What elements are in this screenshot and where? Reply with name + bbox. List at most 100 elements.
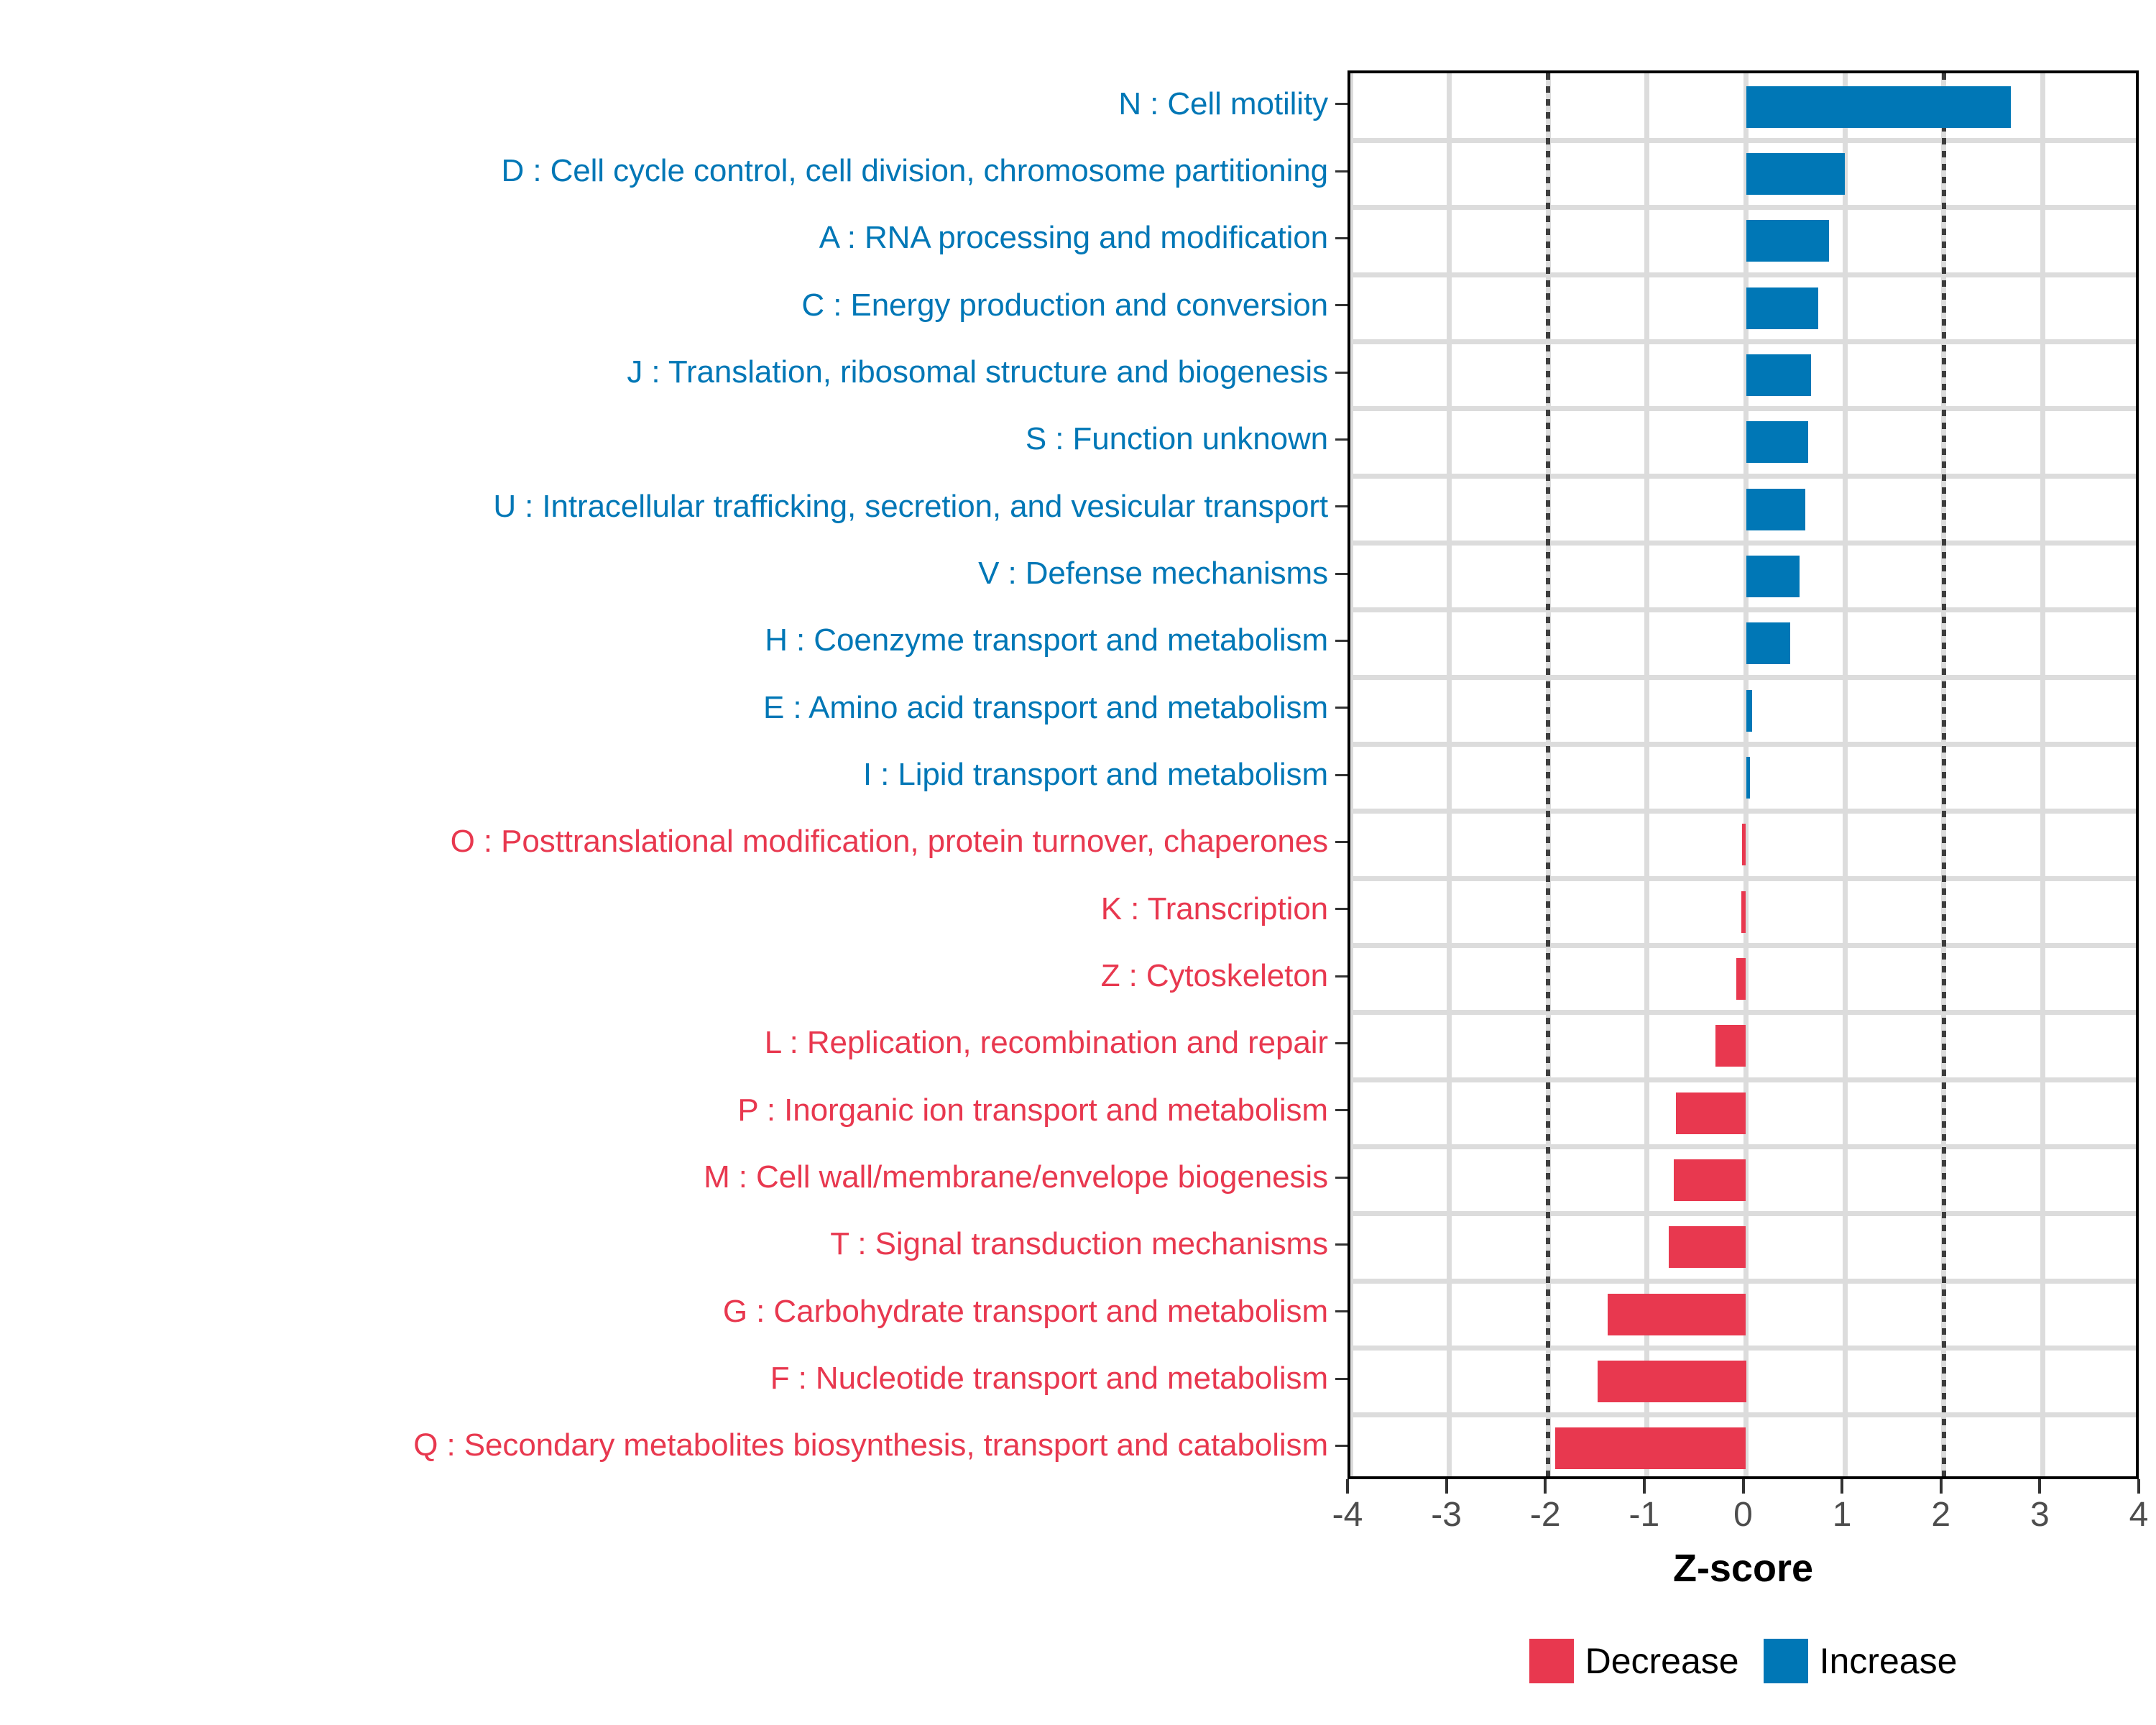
y-axis-category-label: Q : Secondary metabolites biosynthesis, … [413, 1427, 1328, 1463]
y-axis-tick [1335, 572, 1348, 575]
y-axis-label-row: O : Posttranslational modification, prot… [0, 809, 1335, 875]
y-axis-category-label: D : Cell cycle control, cell division, c… [501, 152, 1329, 188]
x-axis-tick [1445, 1479, 1448, 1494]
horizontal-gridline [1350, 1345, 2136, 1351]
y-axis-category-label: M : Cell wall/membrane/envelope biogenes… [704, 1159, 1328, 1195]
y-axis-category-label: J : Translation, ribosomal structure and… [627, 354, 1328, 390]
x-axis-tick [2038, 1479, 2042, 1494]
plot-panel [1348, 70, 2139, 1479]
y-axis-label-row: P : Inorganic ion transport and metaboli… [0, 1077, 1335, 1144]
y-axis-category-label: Z : Cytoskeleton [1100, 957, 1328, 993]
y-axis-label-row: Q : Secondary metabolites biosynthesis, … [0, 1412, 1335, 1479]
x-axis-title: Z-score [1672, 1547, 1814, 1590]
x-axis-tick-label: 2 [1931, 1496, 1951, 1534]
bar [1746, 153, 1846, 195]
y-axis-category-label: T : Signal transduction mechanisms [830, 1226, 1328, 1262]
y-axis-tick [1335, 840, 1348, 843]
x-axis-tick-label: -3 [1431, 1496, 1462, 1534]
y-axis-tick [1335, 975, 1348, 978]
horizontal-gridline [1350, 1211, 2136, 1217]
bar [1746, 287, 1818, 329]
y-axis-category-label: C : Energy production and conversion [801, 287, 1328, 323]
y-axis-category-label: L : Replication, recombination and repai… [764, 1025, 1328, 1061]
horizontal-gridline [1350, 674, 2136, 680]
horizontal-gridline [1350, 1077, 2136, 1082]
y-axis-tick [1335, 505, 1348, 508]
y-axis-tick [1335, 1310, 1348, 1313]
x-axis-tick [1346, 1479, 1349, 1494]
legend-entry[interactable]: Increase [1763, 1639, 1958, 1683]
y-axis-tick [1335, 438, 1348, 441]
horizontal-gridline [1350, 741, 2136, 747]
threshold-line [1546, 73, 1551, 1476]
y-axis-tick [1335, 236, 1348, 239]
y-axis-label-row: D : Cell cycle control, cell division, c… [0, 137, 1335, 204]
y-axis-tick [1335, 304, 1348, 307]
horizontal-gridline [1350, 942, 2136, 948]
bar [1746, 757, 1750, 799]
y-axis-tick [1335, 773, 1348, 776]
legend-color-swatch [1763, 1639, 1808, 1683]
y-axis-category-label: P : Inorganic ion transport and metaboli… [737, 1092, 1328, 1128]
y-axis-category-label: I : Lipid transport and metabolism [862, 756, 1328, 792]
horizontal-gridline [1350, 540, 2136, 546]
vertical-gridline [1644, 73, 1650, 1476]
horizontal-gridline [1350, 406, 2136, 412]
threshold-line [1941, 73, 1946, 1476]
x-axis-tick-label: 1 [1832, 1496, 1852, 1534]
legend-color-swatch [1529, 1639, 1574, 1683]
plot-panel-inner [1350, 73, 2136, 1476]
horizontal-gridline [1350, 1278, 2136, 1284]
bar [1746, 622, 1791, 665]
x-axis-tick [1642, 1479, 1646, 1494]
chart-legend: Decrease Increase [1348, 1639, 2139, 1683]
y-axis-category-label: U : Intracellular trafficking, secretion… [493, 488, 1328, 524]
x-axis-tick-label: -2 [1529, 1496, 1561, 1534]
y-axis-label-row: V : Defense mechanisms [0, 540, 1335, 607]
y-axis-tick [1335, 1377, 1348, 1380]
x-axis: -4 -3 -2 -1 0 1 2 3 4 [1332, 1479, 2148, 1565]
y-axis-category-label: H : Coenzyme transport and metabolism [765, 622, 1328, 658]
y-axis-label-row: G : Carbohydrate transport and metabolis… [0, 1278, 1335, 1345]
bar [1736, 958, 1746, 1000]
x-axis-tick [1841, 1479, 1844, 1494]
horizontal-gridline [1350, 339, 2136, 344]
bar [1741, 824, 1746, 866]
bar [1669, 1226, 1746, 1269]
x-axis-tick-label: 0 [1733, 1496, 1753, 1534]
legend-label: Decrease [1585, 1641, 1739, 1681]
y-axis-label-row: Z : Cytoskeleton [0, 942, 1335, 1009]
vertical-gridline [1350, 73, 1353, 1476]
legend-entry[interactable]: Decrease [1529, 1639, 1739, 1683]
bar [1746, 220, 1830, 262]
bar [1746, 86, 2012, 128]
x-axis-tick [1544, 1479, 1547, 1494]
bar [1607, 1293, 1746, 1335]
y-axis-label-row: L : Replication, recombination and repai… [0, 1010, 1335, 1077]
horizontal-gridline [1350, 272, 2136, 277]
bar [1741, 891, 1746, 933]
y-axis-tick [1335, 1041, 1348, 1044]
bar [1598, 1361, 1746, 1402]
legend-label: Increase [1819, 1641, 1958, 1681]
vertical-gridline [2040, 73, 2045, 1476]
bar [1675, 1092, 1746, 1134]
y-axis-tick [1335, 1243, 1348, 1246]
y-axis-label-row: F : Nucleotide transport and metabolism [0, 1345, 1335, 1412]
x-axis-tick-label: 3 [2030, 1496, 2050, 1534]
y-axis-tick [1335, 639, 1348, 642]
bar [1554, 1427, 1746, 1470]
y-axis-category-label: N : Cell motility [1118, 86, 1328, 121]
y-axis-tick [1335, 371, 1348, 374]
horizontal-gridline [1350, 137, 2136, 143]
y-axis-label-row: M : Cell wall/membrane/envelope biogenes… [0, 1144, 1335, 1210]
horizontal-gridline [1350, 607, 2136, 613]
bar [1746, 421, 1809, 464]
y-axis-label-row: K : Transcription [0, 875, 1335, 942]
y-axis-category-label: K : Transcription [1100, 891, 1328, 926]
horizontal-gridline [1350, 1412, 2136, 1418]
x-axis-tick-label: -1 [1628, 1496, 1660, 1534]
x-axis-tick [1939, 1479, 1943, 1494]
y-axis-label-row: E : Amino acid transport and metabolism [0, 674, 1335, 741]
y-axis-label-row: C : Energy production and conversion [0, 272, 1335, 339]
